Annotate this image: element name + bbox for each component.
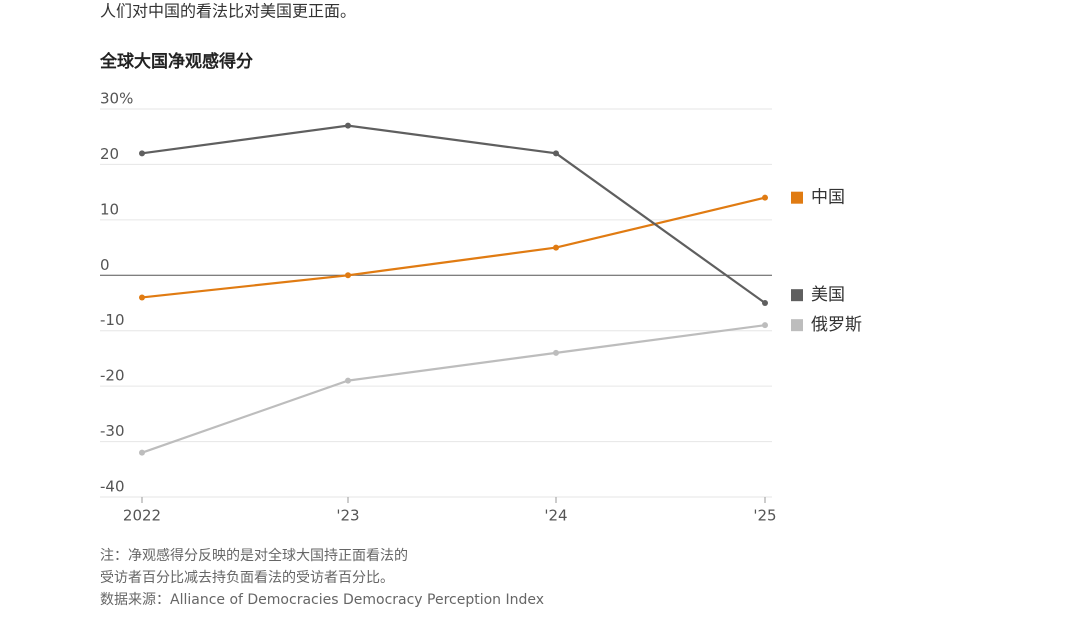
- legend-swatch: [791, 289, 803, 302]
- line: [141, 196, 766, 299]
- x-tick-label: '23: [336, 507, 359, 525]
- chart-title: 全球大国净观感得分: [99, 51, 253, 72]
- legend-swatch: [791, 191, 803, 204]
- note: 注：净观感得分反映的是对全球大国持正面看法的: [100, 547, 408, 564]
- point: [345, 377, 351, 384]
- point: [762, 322, 768, 329]
- point: [345, 122, 351, 129]
- legend-label: 美国: [811, 285, 845, 305]
- legend-label: 俄罗斯: [811, 315, 862, 335]
- point: [762, 300, 768, 306]
- note: 受访者百分比减去持负面看法的受访者百分比。: [100, 570, 394, 586]
- x-tick-label: '25: [753, 507, 776, 525]
- x-tick-label: 2022: [123, 507, 161, 525]
- y-tick-label: 10: [100, 200, 119, 218]
- point: [762, 194, 768, 201]
- line: [141, 324, 766, 454]
- legend-swatch: [791, 319, 803, 332]
- y-tick-label: 30%: [100, 90, 133, 108]
- point: [139, 150, 145, 157]
- line: [141, 124, 766, 304]
- intro: 人们对中国的看法比对美国更正面。: [100, 2, 356, 21]
- legend-label: 中国: [811, 188, 845, 208]
- y-tick-label: -20: [100, 367, 125, 385]
- y-tick-label: -40: [100, 478, 125, 496]
- point: [139, 294, 145, 301]
- y-tick-label: -30: [100, 422, 125, 440]
- note: 数据来源：Alliance of Democracies Democracy P…: [100, 592, 544, 608]
- point: [553, 150, 559, 157]
- point: [553, 349, 559, 356]
- x-tick-label: '24: [544, 507, 567, 525]
- y-tick-label: 0: [100, 256, 110, 274]
- point: [345, 272, 351, 279]
- y-tick-label: 20: [100, 145, 119, 163]
- point: [139, 449, 145, 456]
- y-tick-label: -10: [100, 311, 125, 329]
- point: [553, 244, 559, 251]
